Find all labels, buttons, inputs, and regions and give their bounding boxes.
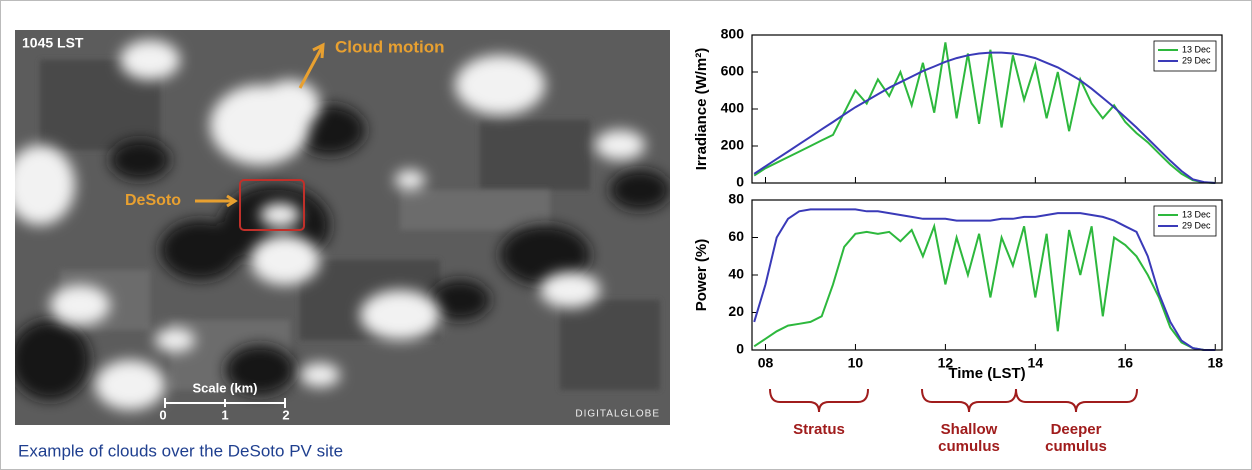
annotation: Deeper (1051, 421, 1102, 438)
x-tick-label: 14 (1028, 355, 1044, 371)
caption: Example of clouds over the DeSoto PV sit… (18, 441, 343, 460)
x-axis-label: Time (LST) (948, 365, 1025, 382)
annotation: cumulus (1045, 438, 1107, 455)
legend-label: 13 Dec (1182, 209, 1211, 219)
x-tick-label: 08 (758, 355, 774, 371)
y-tick-label: 400 (721, 100, 745, 116)
site-label: DeSoto (125, 192, 181, 209)
y-axis-label: Power (%) (693, 239, 710, 312)
y-tick-label: 80 (728, 191, 744, 207)
scale-tick: 0 (159, 407, 166, 422)
satellite-image (5, 30, 670, 425)
y-tick-label: 60 (728, 228, 744, 244)
x-tick-label: 10 (848, 355, 864, 371)
scale-title: Scale (km) (192, 380, 257, 395)
legend-label: 29 Dec (1182, 55, 1211, 65)
y-tick-label: 200 (721, 137, 745, 153)
annotation: Shallow (941, 421, 998, 438)
page: 1045 LST Cloud motion DeSoto Scale (km) … (0, 0, 1252, 470)
y-tick-label: 40 (728, 266, 744, 282)
x-tick-label: 18 (1207, 355, 1223, 371)
y-tick-label: 20 (728, 303, 744, 319)
time-label: 1045 LST (22, 35, 84, 51)
annotation: Stratus (793, 421, 845, 438)
y-axis-label: Irradiance (W/m²) (693, 48, 710, 171)
legend-label: 29 Dec (1182, 220, 1211, 230)
legend-label: 13 Dec (1182, 44, 1211, 54)
scale-tick: 1 (221, 407, 228, 422)
annotation: cumulus (938, 438, 1000, 455)
y-tick-label: 600 (721, 63, 745, 79)
y-tick-label: 800 (721, 26, 745, 42)
motion-label: Cloud motion (335, 37, 445, 56)
scale-tick: 2 (282, 407, 289, 422)
y-tick-label: 0 (736, 174, 744, 190)
credit: DIGITALGLOBE (575, 409, 660, 420)
y-tick-label: 0 (736, 341, 744, 357)
x-tick-label: 16 (1118, 355, 1134, 371)
